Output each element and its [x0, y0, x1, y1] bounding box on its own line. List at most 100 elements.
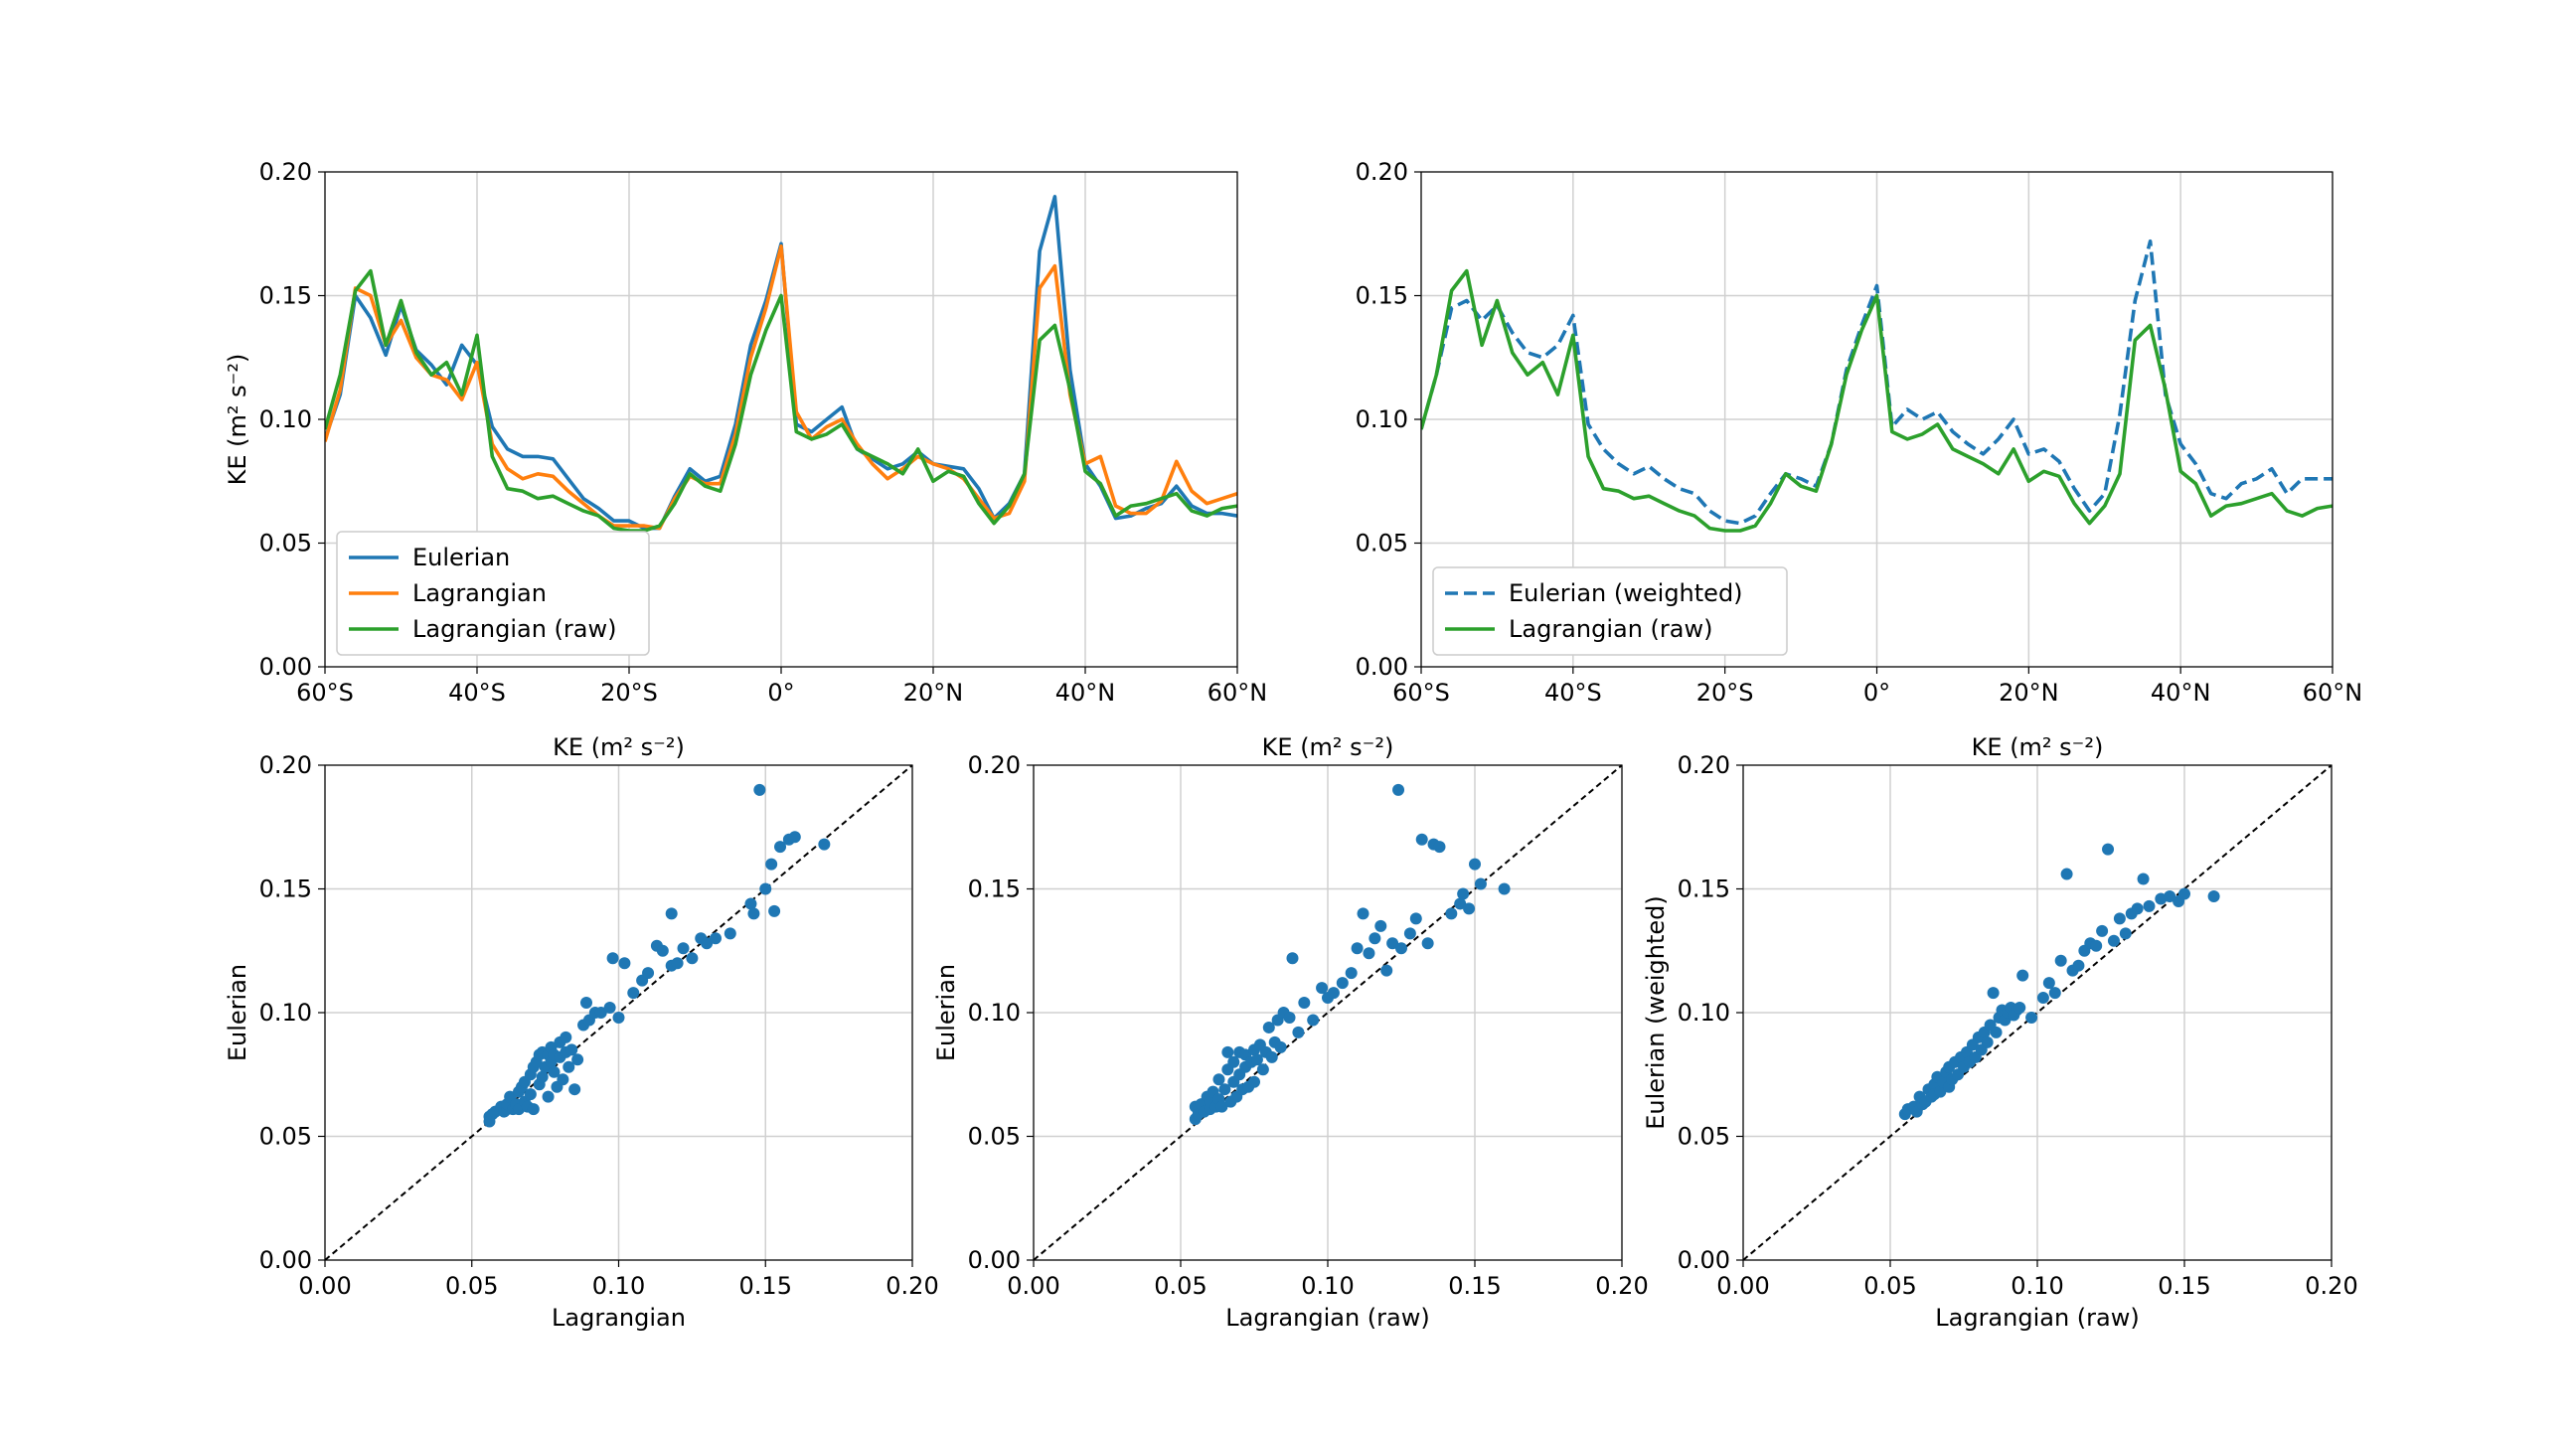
- y-tick-label: 0.15: [259, 282, 312, 310]
- scatter-point: [1212, 1073, 1225, 1086]
- y-tick-label: 0.05: [259, 530, 312, 557]
- scatter-point: [1248, 1075, 1260, 1088]
- chart-bottom-left: 0.00 0.05 0.10 0.15 0.20 0.00 0.05 0.10 0.15 0.20…: [224, 733, 939, 1332]
- legend-box: [1432, 566, 1788, 656]
- scatter-point: [1345, 967, 1358, 980]
- series-line-lagrangian-raw: [325, 268, 1237, 533]
- scatter-point: [571, 1053, 584, 1066]
- y-tick-label: 0.10: [259, 405, 312, 433]
- scatter-point: [557, 1073, 569, 1086]
- scatter-point: [1445, 907, 1458, 920]
- scatter-point: [1409, 912, 1422, 925]
- scatter-point: [1292, 1026, 1305, 1038]
- scatter-point: [724, 927, 736, 940]
- x-tick-label: 60°S: [296, 679, 354, 707]
- scatter-point: [2016, 969, 2029, 982]
- scatter-point: [594, 1007, 607, 1019]
- identity-line: [325, 765, 912, 1260]
- scatter-point: [677, 942, 690, 955]
- x-tick-label: 60°N: [1208, 679, 1268, 707]
- scatter-point: [2131, 902, 2144, 915]
- scatter-point: [1990, 1026, 2003, 1038]
- legend-label: Lagrangian: [412, 579, 547, 607]
- chart-top-right: 60°S 40°S 20°S 0° 20°N 40°N 60°N 0.00 0.05 0.10 0.…: [1356, 158, 2363, 707]
- scatter-point: [2048, 987, 2061, 1000]
- scatter-point: [618, 957, 631, 970]
- scatter-point: [642, 967, 655, 980]
- x-tick-label: 0.15: [1448, 1272, 1501, 1300]
- plot-area: [1421, 238, 2333, 533]
- scatter-point: [2102, 843, 2115, 856]
- scatter-point: [563, 1060, 575, 1073]
- scatter-point: [2013, 1002, 2026, 1015]
- y-tick-label: 0.15: [1678, 875, 1730, 903]
- y-tick-label: 0.00: [259, 653, 312, 681]
- scatter-point: [2036, 992, 2049, 1005]
- scatter-point: [1357, 907, 1369, 920]
- y-tick-label: 0.20: [259, 158, 312, 186]
- chart-top-left: 60°S 40°S 20°S 0° 20°N 40°N 60°N 0.00 0.05 0.10 0.…: [224, 158, 1267, 707]
- legend-label: Lagrangian (raw): [1509, 615, 1712, 643]
- x-tick-label: 20°N: [1999, 679, 2059, 707]
- y-tick-label: 0.20: [1678, 751, 1730, 779]
- y-tick-label: 0.05: [259, 1123, 312, 1151]
- legend-label: Eulerian: [412, 544, 510, 571]
- x-tick-label: 40°N: [2151, 679, 2211, 707]
- plot-area: [325, 195, 1237, 533]
- scatter-point: [765, 858, 778, 871]
- x-axis-label: Lagrangian (raw): [1935, 1304, 2139, 1332]
- scatter-point: [1316, 982, 1329, 995]
- scatter-point: [1469, 858, 1481, 871]
- scatter-point: [1307, 1014, 1320, 1027]
- scatter-point: [1368, 932, 1381, 945]
- x-tick-label: 0.00: [1007, 1272, 1059, 1300]
- scatter-point: [2178, 887, 2190, 900]
- plot-area: [1034, 765, 1622, 1260]
- scatter-point: [606, 952, 619, 965]
- plot-area: [325, 765, 912, 1260]
- y-axis-label: Eulerian: [224, 964, 251, 1061]
- scatter-point: [2096, 924, 2109, 937]
- scatter-point: [1256, 1063, 1269, 1076]
- scatter-point: [1374, 919, 1387, 932]
- y-tick-label: 0.15: [968, 875, 1021, 903]
- scatter-point: [818, 838, 831, 851]
- scatter-point: [788, 831, 801, 844]
- scatter-point: [1380, 964, 1393, 977]
- y-tick-label: 0.00: [259, 1246, 312, 1274]
- scatter-point: [2207, 889, 2220, 902]
- scatter-point: [1474, 877, 1487, 890]
- series-line-lagrangian-raw: [1421, 268, 2333, 533]
- scatter-point: [701, 937, 714, 950]
- scatter-point: [686, 952, 699, 965]
- scatter-point: [768, 904, 781, 917]
- y-tick-label: 0.15: [259, 875, 312, 903]
- scatter-point: [1283, 1011, 1296, 1024]
- scatter-point: [536, 1070, 549, 1083]
- scatter-point: [548, 1065, 561, 1078]
- scatter-point: [612, 1011, 625, 1024]
- scatter-point: [1215, 1100, 1228, 1113]
- scatter-point: [1351, 942, 1364, 955]
- scatter-point: [2137, 873, 2150, 885]
- scatter-point: [753, 783, 766, 796]
- legend-box: [336, 531, 650, 656]
- scatter-point: [1250, 1053, 1263, 1066]
- scatter-point: [665, 907, 678, 920]
- scatter-point: [524, 1088, 537, 1101]
- scatter-point: [1262, 1021, 1275, 1034]
- y-tick-label: 0.00: [968, 1246, 1021, 1274]
- scatter-point: [527, 1103, 540, 1116]
- scatter-point: [2072, 959, 2085, 972]
- y-tick-label: 0.20: [259, 751, 312, 779]
- scatter-point: [1403, 927, 1416, 940]
- scatter-point: [603, 1002, 616, 1015]
- scatter-point: [1227, 1055, 1240, 1068]
- scatter-point: [1981, 1035, 1994, 1048]
- y-tick-label: 0.05: [968, 1123, 1021, 1151]
- x-tick-label: 0.10: [592, 1272, 645, 1300]
- legend: Eulerian Lagrangian Lagrangian (raw): [336, 531, 650, 656]
- y-axis-label: Eulerian: [932, 964, 960, 1061]
- x-tick-label: 20°S: [600, 679, 658, 707]
- x-tick-label: 0.05: [445, 1272, 498, 1300]
